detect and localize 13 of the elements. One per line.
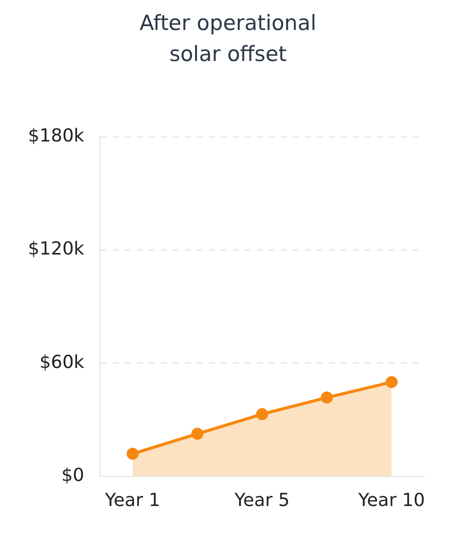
point [256,408,268,420]
y-tick-label: $0 [61,465,84,486]
x-tick-label: Year 5 [233,490,290,511]
y-tick-label: $60k [39,352,85,373]
point [320,392,333,404]
chart-title: After operational solar offset [138,10,318,68]
x-tick-label: Year 1 [104,490,160,511]
y-tick-label: $180k [28,125,85,146]
y-tick-label: $120k [28,238,85,260]
x-tick-label: Year 10 [357,490,425,511]
point [191,428,204,440]
point [386,376,398,388]
point [126,448,139,460]
